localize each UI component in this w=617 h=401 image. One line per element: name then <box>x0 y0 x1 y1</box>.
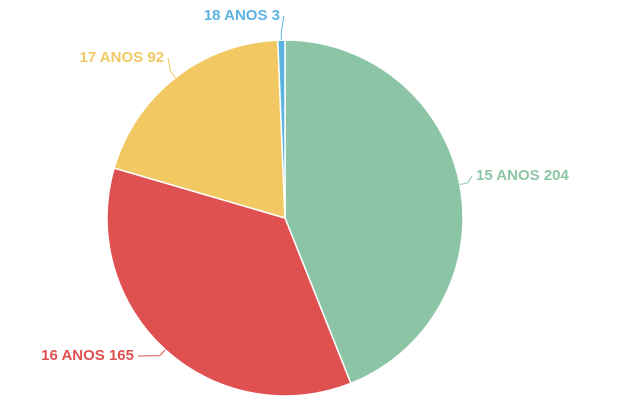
slice-value: 3 <box>272 7 280 24</box>
slice-value: 92 <box>147 49 164 66</box>
leader-line <box>459 175 473 185</box>
leader-line <box>280 15 285 41</box>
slice-category: 15 ANOS <box>476 167 540 184</box>
slice-category: 16 ANOS <box>41 347 105 364</box>
slice-label: 15 ANOS 204 <box>476 167 569 184</box>
slice-label: 16 ANOS 165 <box>41 347 134 364</box>
slice-category: 18 ANOS <box>204 7 268 24</box>
pie-slice <box>284 39 464 385</box>
slice-value: 165 <box>109 347 134 364</box>
leader-line <box>137 349 166 357</box>
slice-category: 17 ANOS <box>80 49 144 66</box>
slice-label: 18 ANOS 3 <box>204 7 280 24</box>
pie-slice <box>106 167 352 397</box>
leader-line <box>167 57 176 79</box>
slice-value: 204 <box>544 167 570 184</box>
pie-slice <box>113 39 286 220</box>
slice-label: 17 ANOS 92 <box>80 49 165 66</box>
pie-slice <box>276 39 286 219</box>
